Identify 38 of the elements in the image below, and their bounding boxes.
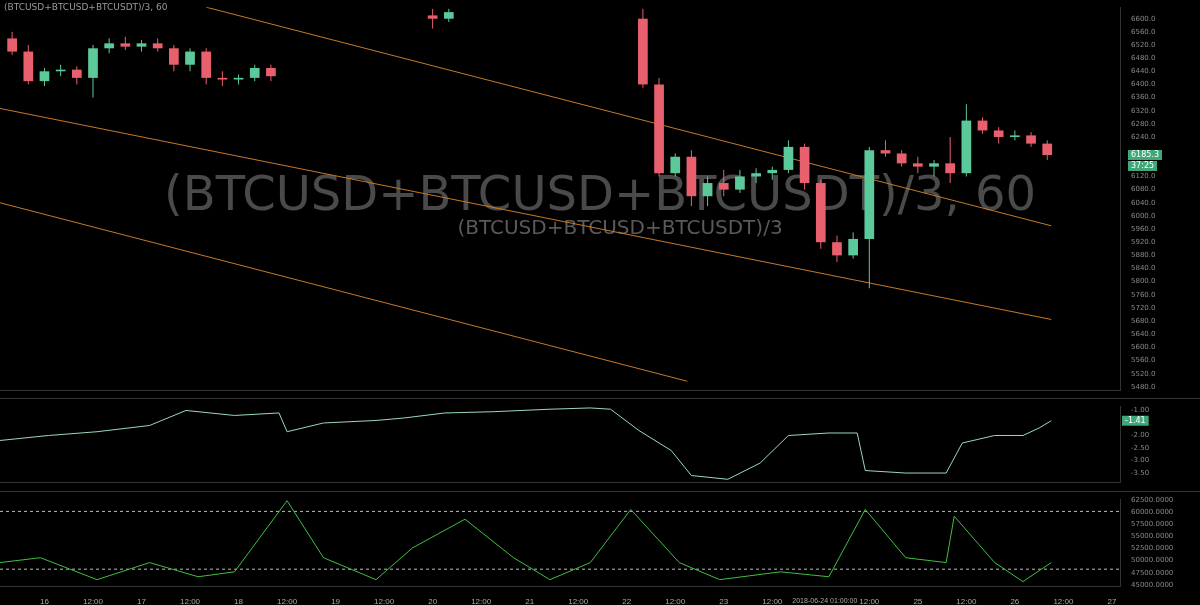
x-tick-label: 12:00 (859, 597, 880, 605)
x-tick-label: 27 (1107, 597, 1117, 605)
x-tick-label: 20 (428, 597, 438, 605)
x-tick-label: 12:00 (568, 597, 589, 605)
x-tick-label: 12:00 (277, 597, 298, 605)
x-tick-label: 26 (1010, 597, 1020, 605)
x-tick-label: 12:00 (1053, 597, 1074, 605)
candlestick (848, 231, 858, 260)
x-tick-label: 16 (40, 597, 50, 605)
text: 6185.3 (1131, 150, 1159, 160)
x-tick-label: 19 (331, 597, 341, 605)
x-tick-label: 25 (913, 597, 923, 605)
candlestick (1010, 129, 1020, 141)
x-tick-label: 12:00 (82, 597, 104, 605)
candlestick (783, 139, 794, 174)
annotation: -1.41 (1125, 415, 1146, 425)
candlestick (1042, 139, 1053, 161)
text: 37:25 (1131, 161, 1155, 171)
candlestick (427, 8, 438, 30)
candlestick (185, 47, 195, 72)
candlestick (266, 64, 276, 82)
candlestick (39, 67, 50, 87)
x-tick-label: 12:00 (956, 597, 977, 605)
candlestick (7, 31, 17, 56)
x-tick-label: 12:00 (471, 597, 492, 605)
x-tick-label: 12:00 (180, 597, 201, 605)
candlestick (832, 235, 842, 263)
candlestick (169, 44, 179, 72)
x-tick-label: 12:00 (762, 597, 783, 605)
x-tick-label: 12:00 (665, 597, 686, 605)
chart-title: (BTCUSD+BTCUSD+BTCUSDT)/3, 60 (4, 1, 168, 12)
x-tick-label: 17 (137, 597, 147, 605)
x-tick-label: 23 (719, 597, 729, 605)
x-tick-label: 22 (622, 597, 632, 605)
x-tick-label: 21 (525, 597, 535, 605)
candlestick (71, 65, 82, 85)
x-tick-label: 12:00 (374, 597, 395, 605)
x-tick-label: 18 (234, 597, 244, 605)
